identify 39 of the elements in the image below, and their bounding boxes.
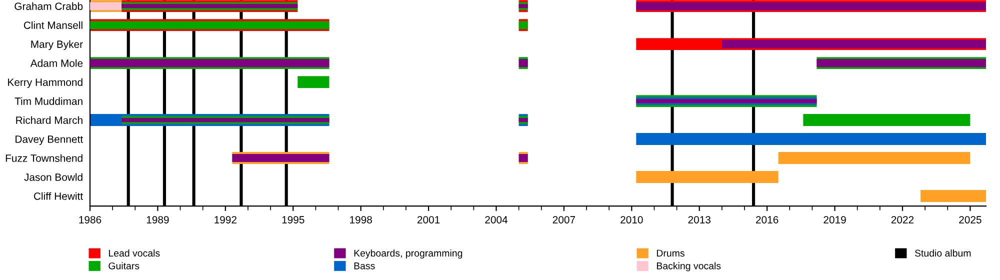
x-tick-label: 1995 xyxy=(282,216,304,224)
legend-label: Bass xyxy=(354,262,375,270)
bar xyxy=(722,40,986,48)
x-tick-label: 2016 xyxy=(756,216,778,224)
legend-label: Keyboards, programming xyxy=(354,249,462,259)
bar xyxy=(778,152,970,164)
legend-label: Lead vocals xyxy=(108,249,160,257)
y-tick-label: Richard March xyxy=(16,116,82,124)
y-tick-label: Adam Mole xyxy=(30,59,83,67)
x-tick-label: 1998 xyxy=(350,216,372,224)
legend-label: Backing vocals xyxy=(656,262,721,272)
x-tick-label: 2001 xyxy=(417,216,440,224)
x-tick-label: 2007 xyxy=(552,216,576,224)
y-tick-label: Mary Byker xyxy=(31,40,83,50)
x-tick-label: 2019 xyxy=(824,216,846,224)
x-tick-label: 1992 xyxy=(214,216,236,224)
bar xyxy=(298,76,330,88)
y-tick-label: Kerry Hammond xyxy=(8,78,82,88)
y-tick-label: Jason Bowld xyxy=(24,173,82,181)
x-tick-label: 2022 xyxy=(891,216,914,224)
y-tick-label: Fuzz Townshend xyxy=(6,154,82,162)
y-tick-label: Clint Mansell xyxy=(24,21,82,29)
y-tick-label: Tim Muddiman xyxy=(14,97,82,105)
y-tick-label: Cliff Hewitt xyxy=(34,192,83,200)
bar xyxy=(636,133,986,146)
legend-label: Guitars xyxy=(108,262,140,270)
bar xyxy=(920,190,986,202)
x-tick-label: 2010 xyxy=(620,216,643,224)
x-tick-label: 1989 xyxy=(146,216,169,224)
bar xyxy=(803,114,970,126)
x-tick-label: 1986 xyxy=(79,216,102,224)
legend-label: Drums xyxy=(656,250,684,257)
y-tick-label: Graham Crabb xyxy=(14,2,83,10)
y-tick-label: Davey Bennett xyxy=(16,136,83,145)
x-tick-label: 2025 xyxy=(959,216,982,224)
bar xyxy=(636,171,778,184)
x-tick-label: 2004 xyxy=(485,216,508,224)
legend-label: Studio album xyxy=(914,249,971,257)
x-tick-label: 2013 xyxy=(688,216,710,224)
